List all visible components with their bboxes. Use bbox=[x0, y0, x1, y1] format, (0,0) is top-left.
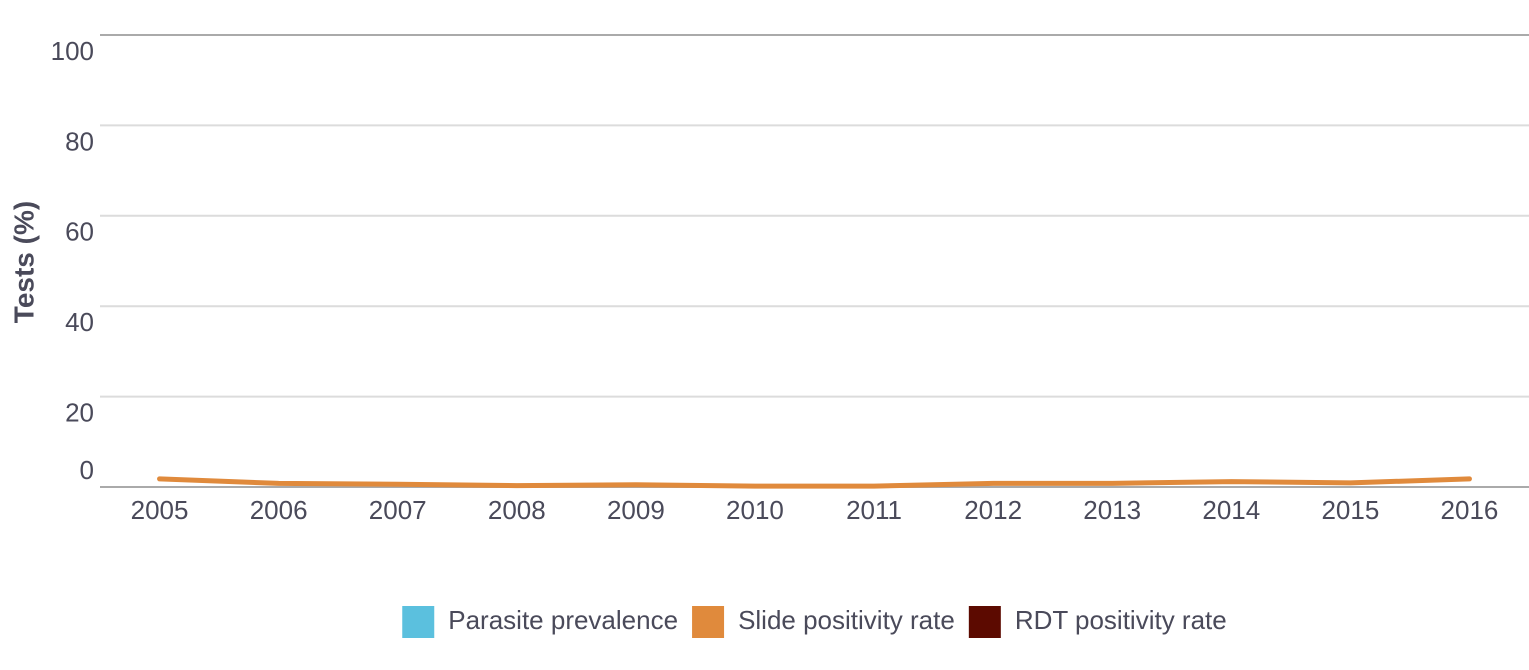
x-tick-label: 2015 bbox=[1321, 495, 1379, 525]
legend-label: Parasite prevalence bbox=[448, 605, 678, 635]
x-tick-label: 2009 bbox=[607, 495, 665, 525]
x-tick-label: 2007 bbox=[369, 495, 427, 525]
legend-swatch bbox=[968, 606, 1001, 638]
x-tick-label: 2016 bbox=[1441, 495, 1499, 525]
legend-swatch bbox=[402, 606, 435, 638]
y-tick-label: 60 bbox=[65, 217, 94, 247]
x-tick-label: 2005 bbox=[131, 495, 189, 525]
y-tick-label: 100 bbox=[51, 36, 94, 66]
y-tick-label: 20 bbox=[65, 397, 94, 427]
x-tick-label: 2012 bbox=[964, 495, 1022, 525]
y-tick-label: 0 bbox=[80, 455, 94, 485]
x-tick-label: 2010 bbox=[726, 495, 784, 525]
x-tick-label: 2006 bbox=[250, 495, 308, 525]
x-tick-label: 2008 bbox=[488, 495, 546, 525]
y-axis-label: Tests (%) bbox=[8, 201, 39, 323]
x-tick-label: 2014 bbox=[1202, 495, 1260, 525]
legend-label: Slide positivity rate bbox=[738, 605, 955, 635]
legend-label: RDT positivity rate bbox=[1015, 605, 1227, 635]
x-tick-label: 2013 bbox=[1083, 495, 1141, 525]
x-tick-label: 2011 bbox=[846, 495, 902, 525]
y-tick-label: 40 bbox=[65, 307, 94, 337]
series-line bbox=[157, 476, 1472, 489]
y-tick-label: 80 bbox=[65, 126, 94, 156]
legend-swatch bbox=[692, 606, 725, 638]
